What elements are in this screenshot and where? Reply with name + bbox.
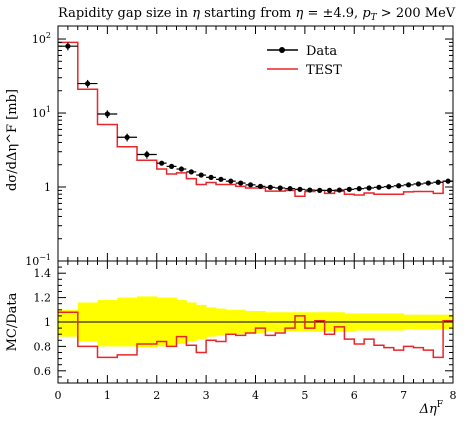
data-point <box>168 163 175 169</box>
ratio-y-tick-label: 0.6 <box>34 365 52 378</box>
x-tick-label: 3 <box>203 389 210 402</box>
x-tick-label: 7 <box>400 389 407 402</box>
legend-data-marker <box>279 47 285 53</box>
data-point <box>257 183 264 189</box>
data-point <box>297 186 303 192</box>
data-point <box>238 180 244 186</box>
data-point <box>267 184 273 190</box>
uncertainty-band-bin <box>97 300 118 347</box>
ratio-y-tick-label: 1.2 <box>34 292 52 305</box>
x-tick-label: 8 <box>450 389 457 402</box>
data-point <box>277 185 283 191</box>
data-point <box>425 180 431 186</box>
x-tick-label: 5 <box>301 389 308 402</box>
main-y-tick-label: 10−1 <box>25 253 51 268</box>
data-point <box>144 151 150 158</box>
data-point <box>376 184 382 190</box>
data-point <box>366 185 372 191</box>
uncertainty-band-bin <box>344 313 355 332</box>
main-plot-panel: 10−1 1 101 102 <box>25 25 454 268</box>
x-tick-label: 1 <box>104 389 111 402</box>
ratio-histogram-line <box>58 311 453 359</box>
data-point <box>356 186 362 192</box>
data-point <box>159 160 165 166</box>
data-point <box>247 182 254 188</box>
data-point <box>228 178 234 184</box>
legend-data-label: Data <box>306 44 337 59</box>
data-point <box>445 178 451 184</box>
mc-histogram-line <box>58 41 453 198</box>
x-tick-label: 0 <box>55 389 62 402</box>
chart-title: Rapidity gap size in η starting from η =… <box>58 6 456 23</box>
ratio-y-tick-label: 0.8 <box>34 340 52 353</box>
data-point <box>208 174 214 180</box>
data-point <box>287 186 293 192</box>
uncertainty-band-bin <box>58 309 79 337</box>
data-point <box>85 80 91 87</box>
data-point <box>188 169 194 175</box>
data-point <box>65 43 71 49</box>
data-point <box>405 182 412 188</box>
main-y-tick-label: 102 <box>32 31 51 46</box>
main-y-tick-label: 1 <box>44 181 51 194</box>
data-point <box>415 181 422 187</box>
data-point <box>317 187 323 193</box>
legend-mc-label: TEST <box>306 63 342 78</box>
data-point <box>435 179 441 185</box>
x-tick-label: 2 <box>153 389 160 402</box>
data-point <box>124 134 130 140</box>
ratio-y-tick-label: 1.4 <box>34 267 52 280</box>
legend: Data TEST <box>267 44 342 78</box>
main-y-axis-label: dσ/dΔη^F [mb] <box>5 89 20 191</box>
data-point <box>198 172 204 178</box>
x-tick-label: 6 <box>351 389 358 402</box>
main-y-tick-label: 101 <box>32 105 51 120</box>
ratio-plot-panel: 0.6 0.8 1 1.2 1.4 0 1 2 3 4 5 6 7 8 <box>34 260 457 402</box>
data-point <box>396 183 402 189</box>
data-point <box>307 187 313 193</box>
data-point <box>386 184 392 190</box>
data-point <box>326 187 333 193</box>
data-point <box>218 176 224 182</box>
data-point <box>178 166 185 172</box>
data-point <box>336 187 343 193</box>
data-point <box>104 111 110 117</box>
ratio-y-axis-label: MC/Data <box>5 292 20 351</box>
ratio-y-tick-label: 1 <box>44 316 51 329</box>
data-point <box>346 186 352 192</box>
x-axis-label: ΔηF <box>419 400 443 417</box>
x-tick-label: 4 <box>252 389 259 402</box>
